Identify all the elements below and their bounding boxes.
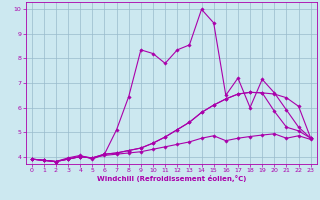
X-axis label: Windchill (Refroidissement éolien,°C): Windchill (Refroidissement éolien,°C) [97, 175, 246, 182]
